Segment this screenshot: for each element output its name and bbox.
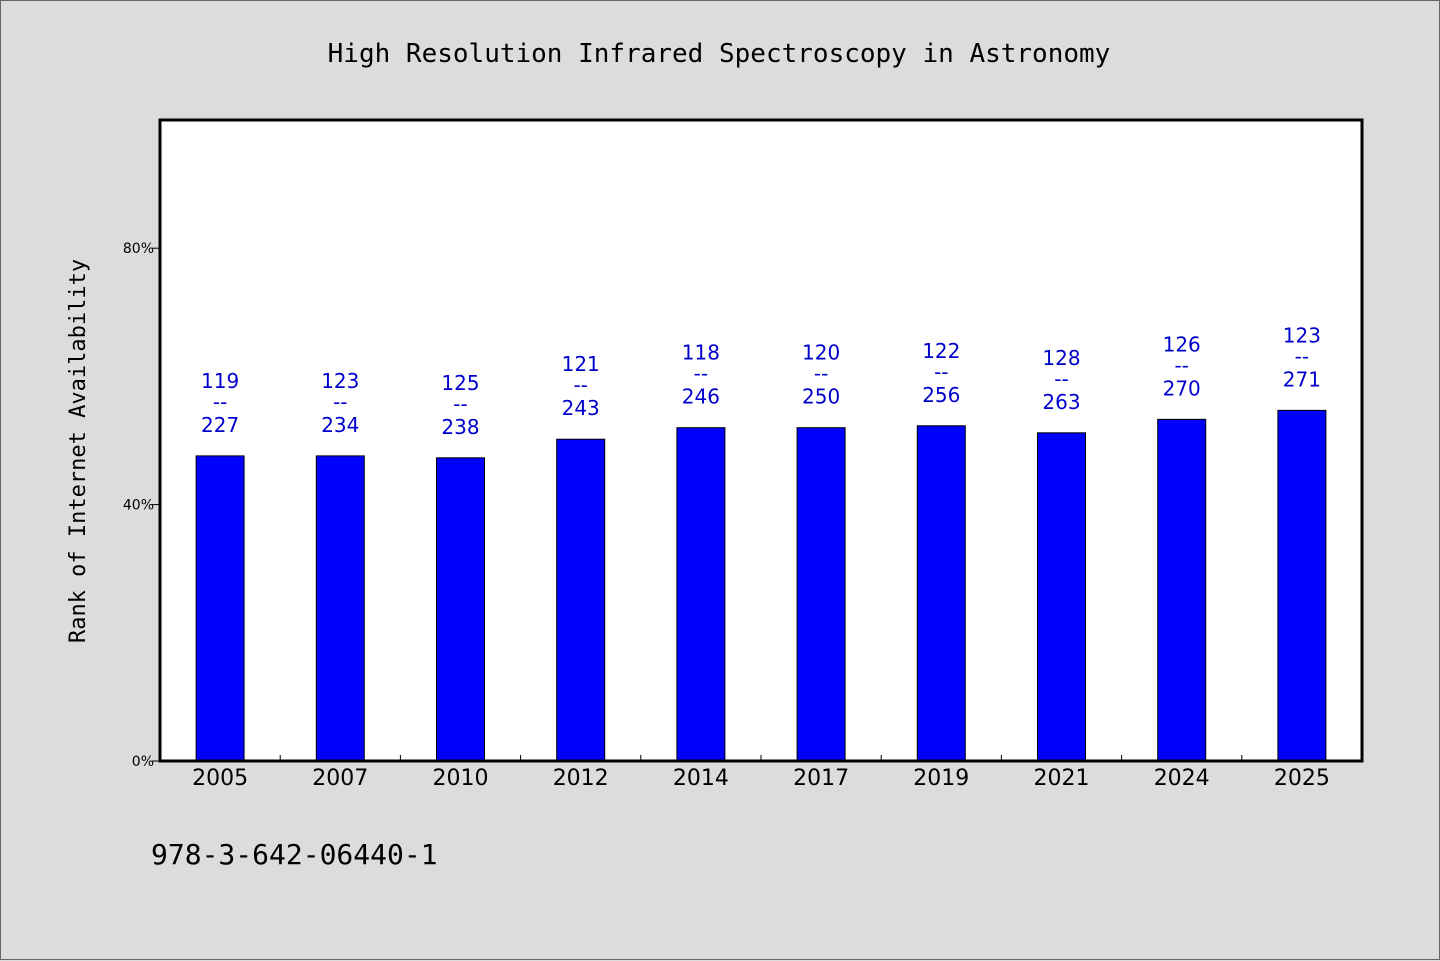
chart-title: High Resolution Infrared Spectroscopy in…	[328, 39, 1111, 69]
y-tick-label: 80%	[123, 241, 154, 257]
data-label-top: 126	[1163, 332, 1201, 356]
data-labels-layer: 119--227123--234125--238121--243118--246…	[201, 323, 1321, 438]
y-axis-label: Rank of Internet Availability	[66, 259, 91, 643]
bar-2010	[436, 457, 485, 762]
data-label-top: 119	[201, 369, 239, 393]
y-tick-label: 40%	[123, 498, 154, 514]
bar-2007	[315, 455, 365, 762]
data-label-separator: --	[1295, 344, 1309, 368]
x-tick-label: 2021	[1034, 766, 1090, 791]
data-label-top: 128	[1042, 346, 1080, 370]
x-tick-label: 2014	[673, 766, 729, 791]
x-tick-label: 2019	[913, 766, 969, 791]
data-label-bottom: 227	[201, 413, 239, 437]
x-axis-ticks: 2005 2007 2010 2012 2014 2017 2019 2021 2024 2025	[192, 755, 1330, 791]
data-label-bottom: 250	[802, 385, 840, 409]
data-label-separator: --	[1174, 353, 1188, 377]
bar-2021	[1037, 432, 1086, 762]
bar-2019	[916, 425, 966, 762]
bar-2012	[556, 438, 606, 762]
x-tick-label: 2025	[1274, 766, 1330, 791]
bar-2017	[796, 427, 846, 762]
x-tick-label: 2007	[312, 766, 368, 791]
data-label-top: 121	[562, 352, 600, 376]
plot-border	[158, 118, 1364, 763]
data-label-separator: --	[213, 390, 227, 414]
data-label-top: 123	[321, 369, 359, 393]
x-tick-label: 2024	[1154, 766, 1210, 791]
data-label-bottom: 271	[1283, 367, 1321, 391]
data-label-separator: --	[333, 390, 347, 414]
data-label-bottom: 234	[321, 413, 359, 437]
bar-2024	[1157, 418, 1207, 762]
data-label-top: 122	[922, 339, 960, 363]
bar-2014	[676, 427, 726, 762]
data-label-top: 118	[682, 341, 720, 365]
bar-2025	[1277, 409, 1327, 762]
data-label-bottom: 270	[1163, 376, 1201, 400]
data-label-separator: --	[453, 392, 467, 416]
data-label-bottom: 256	[922, 383, 960, 407]
x-tick-label: 2012	[553, 766, 609, 791]
data-label-top: 125	[441, 371, 479, 395]
y-axis-ticks: 0% 40% 80%	[123, 241, 160, 770]
data-label-bottom: 238	[441, 415, 479, 439]
data-label-separator: --	[814, 362, 828, 386]
data-label-top: 123	[1283, 323, 1321, 347]
x-tick-label: 2017	[793, 766, 849, 791]
data-label-separator: --	[573, 373, 587, 397]
x-tick-label: 2005	[192, 766, 248, 791]
y-tick-label: 0%	[132, 754, 154, 770]
data-label-bottom: 243	[562, 396, 600, 420]
x-tick-label: 2010	[433, 766, 489, 791]
data-label-separator: --	[934, 360, 948, 384]
bar-2005	[195, 455, 245, 762]
data-label-separator: --	[694, 362, 708, 386]
data-label-bottom: 246	[682, 385, 720, 409]
data-label-bottom: 263	[1042, 390, 1080, 414]
isbn-text: 978-3-642-06440-1	[151, 838, 438, 871]
data-label-top: 120	[802, 341, 840, 365]
bars-layer	[195, 409, 1327, 762]
data-label-separator: --	[1054, 367, 1068, 391]
